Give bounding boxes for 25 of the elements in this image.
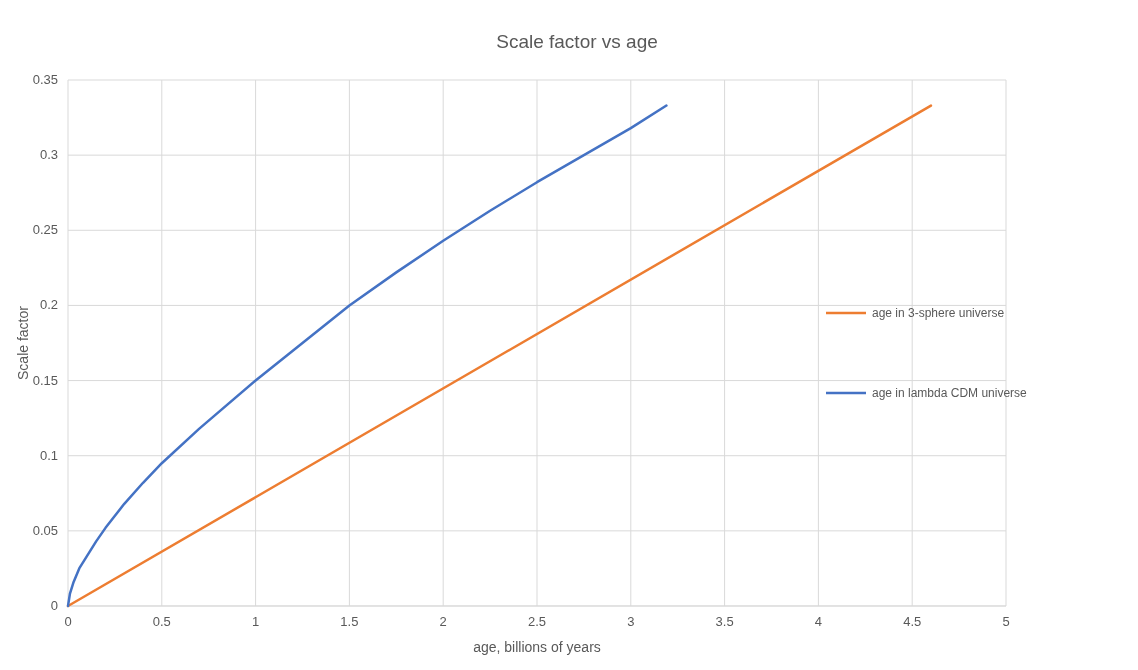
x-tick-label: 3 [627, 614, 635, 629]
y-tick-label: 0.25 [32, 222, 58, 238]
y-tick-label: 0.35 [32, 72, 58, 87]
x-tick-label: 3.5 [715, 614, 734, 629]
line-series [66, 104, 668, 608]
x-tick-label: 5 [1002, 614, 1010, 629]
y-tick-label: 0.05 [32, 522, 58, 538]
y-tick-label: 0.1 [39, 447, 58, 463]
x-tick-label: 2.5 [527, 614, 547, 629]
x-axis-title: age, billions of years [473, 639, 601, 655]
x-tick-label: 0.5 [152, 614, 171, 629]
y-tick-label: 0.3 [39, 147, 58, 163]
x-tick-label: 4 [814, 614, 823, 629]
x-tick-label: 2 [439, 614, 447, 629]
chart-title: Scale factor vs age [496, 31, 658, 52]
x-tick-label: 1 [251, 614, 260, 629]
y-tick-label: 0.15 [32, 372, 58, 388]
y-axis-title: Scale factor [15, 305, 31, 380]
x-tick-label: 1.5 [340, 614, 359, 629]
y-tick-label: 0 [50, 598, 58, 613]
x-tick-label: 4.5 [903, 614, 922, 629]
legend-label: age in lambda CDM universe [872, 386, 1028, 400]
legend-label: age in 3-sphere universe [872, 306, 1005, 320]
x-tick-label: 0 [64, 614, 72, 629]
y-tick-label: 0.2 [39, 297, 58, 313]
